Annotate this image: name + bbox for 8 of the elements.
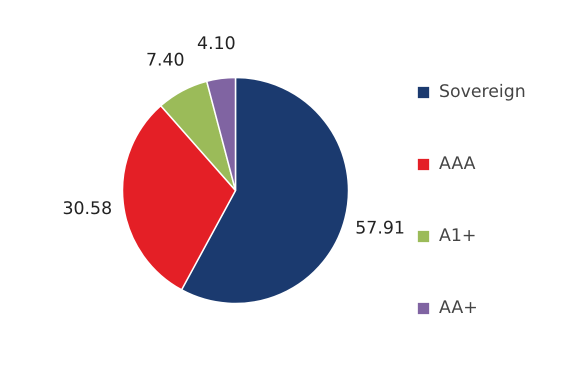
legend-label: AAA <box>439 154 476 174</box>
legend-label: A1+ <box>439 226 476 246</box>
data-label: 7.40 <box>146 50 185 70</box>
data-label: 57.91 <box>355 218 405 239</box>
data-label: 4.10 <box>197 34 236 54</box>
legend-label: AA+ <box>439 298 478 318</box>
data-label: 30.58 <box>62 198 112 219</box>
legend-label: Sovereign <box>439 82 526 102</box>
